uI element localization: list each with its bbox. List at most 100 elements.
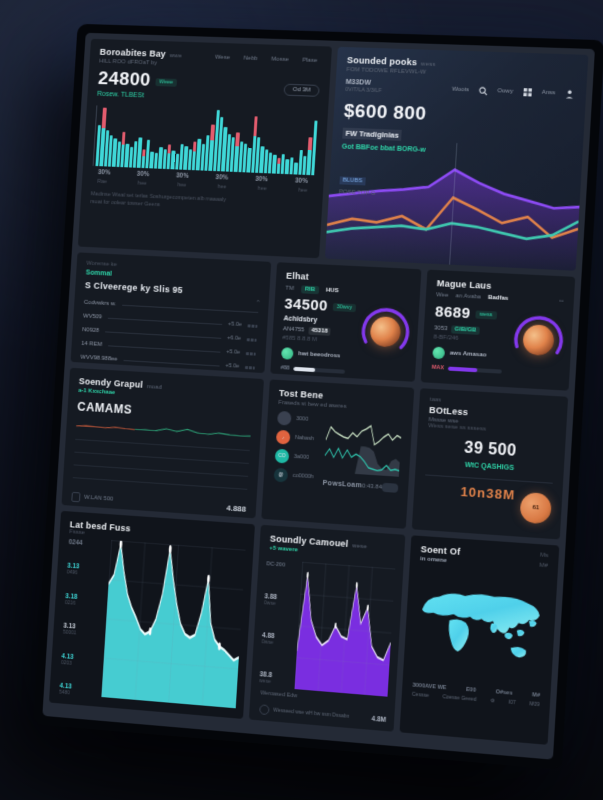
market-toolbar-sub: 0V/T/LA 3/3/LF	[345, 86, 382, 95]
purplearea-y-axis: DC-200 3.88 0wse 4.88 0wse 38.8 wese	[259, 561, 285, 685]
panel-market: Sounded pooks wess FOM TODOWE RFLEVWL-W M…	[324, 46, 589, 271]
tab[interactable]: TM	[285, 285, 295, 292]
tab[interactable]: an Avaba	[455, 293, 481, 301]
world-map[interactable]	[413, 566, 547, 690]
storage-big-number: 8689	[434, 303, 471, 323]
activity-gauge	[358, 304, 413, 359]
overview-range-pill[interactable]: Od 3M	[283, 83, 320, 97]
activity-progress-bar[interactable]	[293, 366, 346, 374]
y-tick-sub: 0203	[60, 659, 72, 667]
panel-coverage: Worense ke Sommal S Clveerege ky Slis 95…	[70, 252, 272, 374]
tab-active[interactable]: RIB	[300, 285, 320, 295]
panel-overview: Boroabites Bay wwe HILL ROO dFROaT by Wes…	[77, 38, 332, 259]
market-toolbar-label: M33DW	[345, 78, 372, 87]
panel-activity: Elhat TM RIB HUS 34500 30wvy Achidsbry AN…	[270, 262, 422, 382]
cyanarea-chart	[101, 540, 246, 709]
overview-big-number: 24800	[97, 68, 152, 91]
x-label: 30%	[294, 177, 309, 185]
dots-icon	[246, 337, 257, 342]
panel-storage: Mague Laus Wee an Avaba Badfas •• 8689 we…	[420, 269, 576, 391]
user-icon[interactable]	[563, 88, 576, 101]
activity-badge: 30wvy	[332, 302, 357, 312]
y-tick-sub: 0wse	[261, 639, 274, 647]
market-menu-item[interactable]: Woots	[451, 86, 470, 94]
grid-icon[interactable]	[521, 86, 534, 99]
panel-cyan-area: Lat besd Fuss Fssse 0244 3.13 0496 3.18 02…	[48, 510, 256, 719]
series-icon: @	[273, 467, 289, 483]
map-footer-item[interactable]: M09	[529, 701, 540, 709]
row-value: +6.0e	[227, 335, 242, 342]
chart-grid	[101, 540, 246, 709]
row-value: +5.0e	[227, 321, 242, 329]
more-dots-icon[interactable]: ••	[558, 298, 564, 305]
speedy-gridlines	[72, 438, 250, 502]
tab[interactable]: HUS	[325, 287, 339, 295]
x-label: 30%	[254, 175, 269, 184]
nav-item[interactable]: Nebb	[243, 55, 258, 62]
testlines-time: 0:43.84	[361, 482, 383, 491]
map-sub-right: M#	[538, 562, 548, 570]
orb-label: 61	[532, 504, 540, 512]
storage-avatar-label: aws Amasao	[449, 350, 487, 359]
map-footer-item[interactable]: Coesse Geeed	[442, 694, 477, 703]
chevron-up-icon[interactable]: ⌃	[254, 299, 261, 308]
gear-icon[interactable]: ⚙	[489, 698, 495, 705]
testlines-legend: 3000 ◞ Nabash CO 3a000 @	[273, 410, 321, 490]
overview-title-suffix: wwe	[169, 53, 182, 60]
overview-nav: Wese Nebb Mosse Plase	[215, 55, 318, 64]
tab[interactable]: Wee	[435, 292, 449, 299]
overview-badge: Weee	[155, 77, 178, 87]
map-footer-item[interactable]: I07	[508, 699, 516, 707]
map-stat: E00	[465, 686, 477, 694]
dots-icon	[247, 323, 258, 328]
series-icon: ◞	[275, 429, 291, 445]
y-tick: DC-200	[266, 561, 286, 569]
storage-title: Mague Laus	[436, 278, 492, 291]
clipboard-icon	[71, 491, 81, 503]
x-label: 30%	[97, 169, 111, 177]
overview-subtitle: HILL ROO dFROaT by	[99, 58, 158, 67]
map-stat: O#ses	[495, 689, 513, 697]
market-menu-item[interactable]: Anss	[541, 89, 556, 97]
nav-item[interactable]: Mosse	[271, 56, 289, 64]
overview-title: Boroabites Bay wwe	[99, 46, 182, 60]
map-footer-item[interactable]: Cessse	[411, 691, 430, 700]
y-tick-sub: 50001	[62, 629, 77, 637]
testlines-chart: PowsLoam 0:43.84	[322, 414, 402, 495]
x-label: 30%	[136, 170, 150, 179]
map-stat: M#	[532, 692, 541, 699]
legend-item[interactable]: 3000	[276, 410, 321, 428]
bar	[170, 150, 175, 170]
nav-item[interactable]: Wese	[214, 54, 231, 62]
x-sublabel: hee	[257, 185, 267, 193]
market-line1: FW Tradiginias	[342, 127, 403, 141]
nav-item[interactable]: Plase	[302, 57, 318, 64]
activity-chip-gray: AN4755	[282, 326, 305, 334]
x-sublabel: Rae	[97, 178, 108, 186]
map-stat: 3000AVE WE	[412, 682, 447, 692]
row-name: WV509	[82, 313, 103, 321]
bar	[310, 120, 318, 176]
sessions-big-number: 39 500	[463, 439, 518, 460]
storage-progress-bar[interactable]	[447, 366, 502, 374]
continents	[421, 590, 541, 659]
legend-item[interactable]: CO 3a000	[274, 448, 319, 466]
testlines-button[interactable]	[381, 482, 399, 493]
search-icon[interactable]	[477, 84, 490, 96]
panel-sessions: taas BOtLess Mssse wse Wess sese ss ssse…	[411, 388, 569, 540]
x-sublabel: hee	[137, 180, 147, 187]
legend-item[interactable]: ◞ Nabash	[275, 429, 320, 447]
purplearea-title-suffix: wese	[352, 543, 368, 551]
storage-gauge	[510, 312, 566, 368]
market-menu-item[interactable]: Oowy	[497, 88, 514, 95]
purplearea-axis-note: Weroased Edw	[260, 690, 298, 700]
panel-speedy: Soendy Grapul moad a-1 Kxxchaae CAMAMS	[61, 367, 264, 519]
x-label: 30%	[215, 174, 229, 182]
tab[interactable]: Badfas	[487, 294, 509, 302]
chart-grid	[294, 561, 396, 697]
series-icon: CO	[274, 448, 290, 464]
market-line3: BLUBS	[339, 176, 366, 186]
overview-link[interactable]: Rosew. TLBESt	[96, 90, 145, 100]
legend-item[interactable]: @ co0000h	[273, 467, 317, 485]
market-title-suffix: wess	[420, 61, 436, 68]
